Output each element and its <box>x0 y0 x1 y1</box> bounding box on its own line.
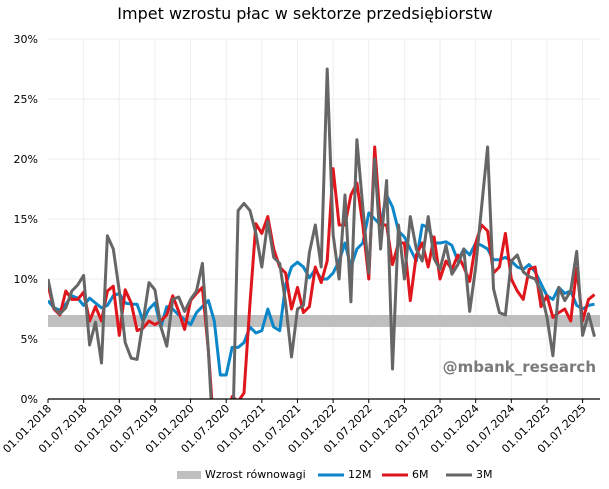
chart-title: Impet wzrostu płac w sektorze przedsiębi… <box>117 4 492 23</box>
y-tick-label: 0% <box>21 393 38 406</box>
legend-item-12m: 12M <box>318 468 372 481</box>
legend-label: Wzrost równowagi <box>205 468 306 481</box>
legend-item-6m: 6M <box>382 468 429 481</box>
y-tick-label: 15% <box>14 213 38 226</box>
y-tick-label: 10% <box>14 273 38 286</box>
series-line-3m <box>48 67 596 399</box>
legend-label: 12M <box>348 468 372 481</box>
equilibrium-band <box>48 315 600 327</box>
y-tick-label: 30% <box>14 33 38 46</box>
legend-label: 6M <box>412 468 429 481</box>
watermark: @mbank_research <box>443 358 596 376</box>
legend-label: 3M <box>476 468 493 481</box>
series-line-6m <box>48 145 596 399</box>
y-tick-label: 5% <box>21 333 38 346</box>
legend-swatch <box>177 471 201 479</box>
legend-item-band: Wzrost równowagi <box>177 468 306 481</box>
y-tick-label: 25% <box>14 93 38 106</box>
legend-item-3m: 3M <box>446 468 493 481</box>
y-tick-label: 20% <box>14 153 38 166</box>
